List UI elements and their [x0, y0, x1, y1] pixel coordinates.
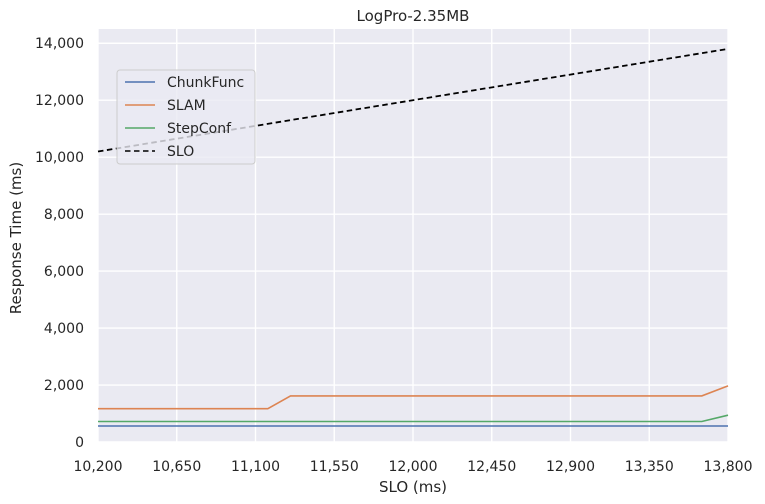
legend: ChunkFunc SLAM StepConf SLO: [116, 69, 256, 165]
y-axis-ticks: 0 2,000 4,000 6,000 8,000 10,000 12,000 14,000: [35, 36, 84, 451]
x-tick-label: 13,350: [625, 459, 674, 475]
series-line-slam: [98, 385, 729, 410]
x-tick-label: 13,800: [704, 459, 753, 475]
x-axis-ticks: 10,200 10,650 11,100 11,550 12,000 12,450 12,9…: [74, 459, 753, 475]
series-layer: [97, 48, 729, 427]
y-tick-label: 14,000: [35, 36, 84, 52]
x-tick-label: 10,650: [152, 459, 201, 475]
legend-label-stepconf: StepConf: [167, 121, 232, 137]
legend-label-chunkfunc: ChunkFunc: [167, 75, 244, 91]
legend-label-slam: SLAM: [167, 98, 206, 114]
y-tick-label: 2,000: [44, 378, 84, 394]
legend-box: [116, 69, 256, 165]
x-tick-label: 11,550: [310, 459, 359, 475]
x-tick-label: 10,200: [74, 459, 123, 475]
y-tick-label: 0: [75, 435, 84, 451]
x-tick-label: 12,900: [546, 459, 595, 475]
series-line-slo: [97, 48, 729, 153]
y-tick-label: 8,000: [44, 207, 84, 223]
x-axis-label: SLO (ms): [379, 478, 447, 496]
series-line-stepconf: [98, 414, 729, 423]
chart-title: LogPro-2.35MB: [357, 7, 470, 25]
y-tick-label: 4,000: [44, 321, 84, 337]
x-tick-label: 11,100: [231, 459, 280, 475]
x-tick-label: 12,000: [389, 459, 438, 475]
y-axis-label: Response Time (ms): [7, 162, 25, 314]
y-tick-label: 6,000: [44, 264, 84, 280]
x-tick-label: 12,450: [467, 459, 516, 475]
y-tick-label: 10,000: [35, 150, 84, 166]
legend-label-slo: SLO: [167, 144, 194, 160]
y-tick-label: 12,000: [35, 93, 84, 109]
